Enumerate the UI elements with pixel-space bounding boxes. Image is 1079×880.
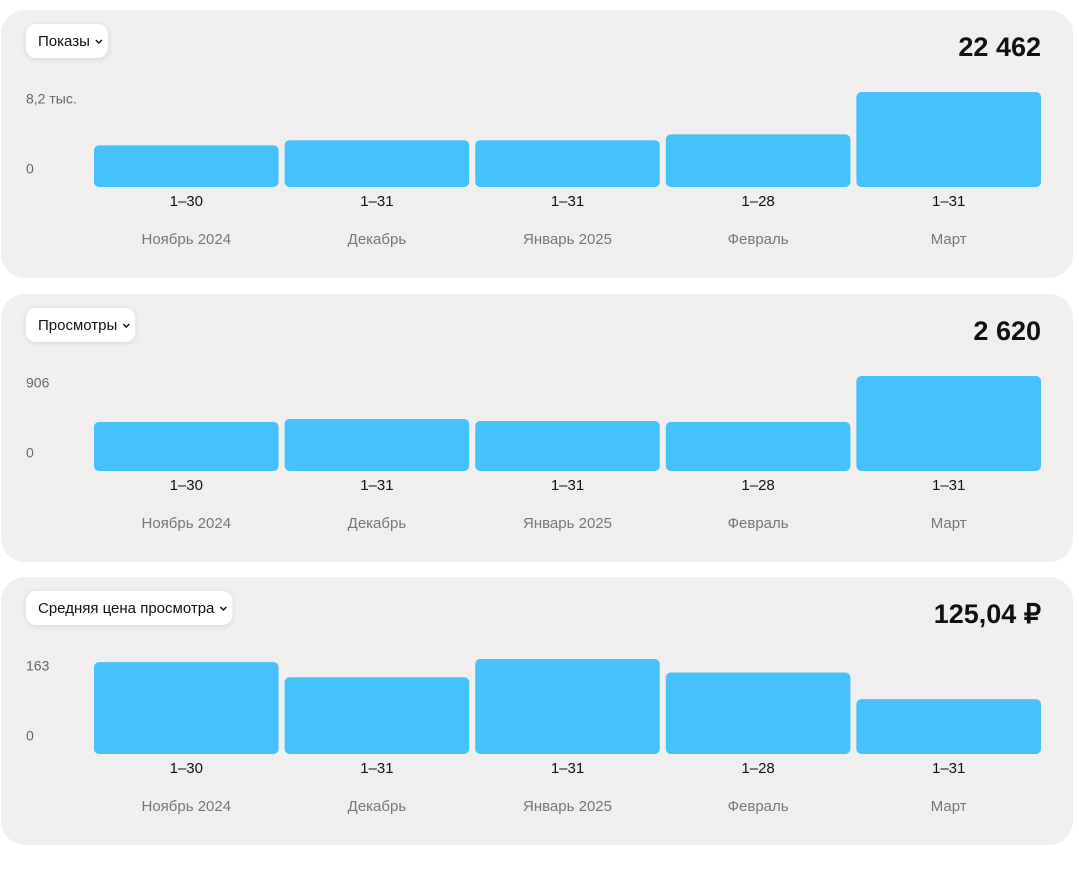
bar	[475, 140, 660, 187]
month-label: Ноябрь 2024	[142, 798, 232, 815]
bar	[284, 140, 470, 187]
x-tick-label: 1–31	[551, 193, 584, 210]
y-tick-label: 0	[26, 161, 34, 177]
month-label: Февраль	[728, 515, 789, 532]
bar	[94, 145, 279, 187]
bar	[856, 376, 1041, 471]
x-tick-label: 1–31	[360, 193, 393, 210]
bar	[94, 662, 279, 754]
month-label: Декабрь	[348, 515, 407, 532]
x-tick-label: 1–30	[170, 760, 203, 777]
month-label: Декабрь	[348, 231, 407, 248]
bar	[284, 418, 470, 471]
x-tick-label: 1–31	[360, 477, 393, 494]
month-label: Март	[931, 231, 967, 248]
dropdown-label: Показы	[38, 33, 90, 50]
month-label: Март	[931, 515, 967, 532]
y-tick-label: 163	[26, 658, 50, 674]
bar	[284, 677, 470, 754]
month-label: Январь 2025	[523, 798, 612, 815]
x-tick-label: 1–31	[360, 760, 393, 777]
month-label: Январь 2025	[523, 515, 612, 532]
chevron	[122, 323, 130, 329]
total-value: 2 620	[973, 316, 1041, 346]
x-tick-label: 1–30	[170, 477, 203, 494]
month-label: Ноябрь 2024	[142, 515, 232, 532]
month-label: Февраль	[728, 231, 789, 248]
dropdown[interactable]	[26, 24, 108, 58]
x-tick-label: 1–28	[741, 477, 774, 494]
bar	[856, 92, 1041, 187]
month-label: Март	[931, 798, 967, 815]
dropdown[interactable]	[26, 591, 233, 625]
bar	[94, 421, 279, 471]
x-tick-label: 1–28	[741, 193, 774, 210]
y-tick-label: 906	[26, 375, 50, 391]
y-tick-label: 0	[26, 728, 34, 744]
dropdown-label: Средняя цена просмотра	[38, 600, 215, 617]
bar	[475, 421, 660, 471]
x-tick-label: 1–31	[551, 760, 584, 777]
x-tick-label: 1–28	[741, 760, 774, 777]
month-label: Февраль	[728, 798, 789, 815]
month-label: Ноябрь 2024	[142, 231, 232, 248]
dropdown-label: Просмотры	[38, 317, 117, 334]
month-label: Декабрь	[348, 798, 407, 815]
chevron	[95, 39, 103, 45]
dropdown[interactable]	[26, 308, 136, 342]
total-value: 22 462	[958, 32, 1041, 62]
bar	[665, 672, 851, 754]
x-tick-label: 1–31	[932, 477, 965, 494]
bar	[665, 134, 851, 187]
x-tick-label: 1–31	[551, 477, 584, 494]
total-value: 125,04 ₽	[934, 599, 1041, 629]
x-tick-label: 1–30	[170, 193, 203, 210]
bar	[665, 421, 851, 471]
y-tick-label: 0	[26, 445, 34, 461]
month-label: Январь 2025	[523, 231, 612, 248]
x-tick-label: 1–31	[932, 760, 965, 777]
chevron	[219, 606, 227, 612]
x-tick-label: 1–31	[932, 193, 965, 210]
bar	[856, 699, 1041, 754]
bar	[475, 659, 660, 754]
y-tick-label: 8,2 тыс.	[26, 91, 77, 107]
